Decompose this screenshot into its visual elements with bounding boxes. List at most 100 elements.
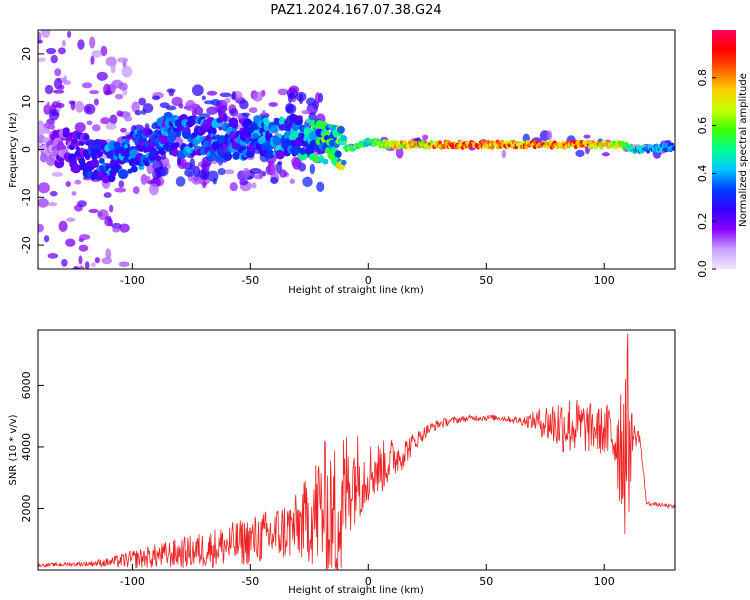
heat-blob-265 <box>249 167 262 175</box>
snr-y-tick-label-4000: 4000 <box>20 433 33 461</box>
heat-blob-98 <box>601 152 610 157</box>
heat-blob-850 <box>235 152 240 158</box>
snr-line <box>38 333 675 570</box>
heat-blob-242 <box>108 204 114 213</box>
heat-blob-219 <box>145 175 151 183</box>
heat-blob-382 <box>63 80 72 86</box>
heat-blob-421 <box>141 108 147 115</box>
heat-blob-220 <box>58 220 68 232</box>
heat-blob-110 <box>308 112 317 122</box>
heat-blob-506 <box>71 138 78 144</box>
cbar-tick-label-0: 0.0 <box>696 260 709 278</box>
heat-blob-96 <box>175 176 186 187</box>
heat-blob-311 <box>51 171 63 177</box>
heat-blob-630 <box>130 165 138 173</box>
heat-blob-203 <box>251 182 257 189</box>
heat-blob-1506 <box>646 149 651 154</box>
x-tick-label--100: -100 <box>120 274 145 287</box>
heat-blob-329 <box>277 88 289 96</box>
heat-blob-177 <box>112 227 121 233</box>
heat-blob-210 <box>118 180 125 188</box>
heat-blob-196 <box>189 157 196 170</box>
heat-blob-306 <box>52 89 65 94</box>
snr-frame <box>37 329 676 571</box>
heat-blob-982 <box>297 119 303 125</box>
cbar-tick-label-0.4: 0.4 <box>696 165 709 183</box>
heat-blob-346 <box>54 68 62 77</box>
heat-blob-150 <box>222 114 228 123</box>
heat-blob-159 <box>91 262 96 268</box>
heat-blob-812 <box>216 117 222 124</box>
heat-blob-359 <box>210 98 221 106</box>
heat-blob-546 <box>91 153 98 161</box>
heat-blob-292 <box>65 180 71 188</box>
heat-blob-532 <box>84 154 91 160</box>
snr-x-tick-label-0: 0 <box>365 575 372 588</box>
heat-blob-447 <box>45 128 51 134</box>
heat-blob-378 <box>131 101 140 113</box>
heat-blob-981 <box>297 115 303 122</box>
heat-blob-1305 <box>504 140 509 145</box>
heat-blob-614 <box>123 144 128 149</box>
heat-blob-137 <box>168 89 175 97</box>
heat-blob-413 <box>184 167 195 178</box>
heat-blob-940 <box>275 149 285 160</box>
heat-blob-233 <box>38 39 44 44</box>
heat-blob-1069 <box>336 125 345 134</box>
heat-blob-81 <box>109 114 118 125</box>
heat-blob-39 <box>194 106 204 116</box>
heat-blob-1211 <box>438 140 443 145</box>
y-tick-label--10: -10 <box>20 188 33 206</box>
heat-blob-190 <box>78 244 89 252</box>
heat-blob-683 <box>155 155 162 162</box>
snr-ylabel: SNR (10 * v/v) <box>8 414 19 485</box>
heat-blob-411 <box>100 117 111 125</box>
heat-blob-1162 <box>402 140 407 145</box>
heat-blob-9 <box>47 202 58 207</box>
heat-blob-185 <box>91 124 101 132</box>
heat-blob-87 <box>138 97 147 106</box>
heat-blob-78 <box>140 173 148 186</box>
heat-blob-347 <box>268 102 278 107</box>
heat-blob-274 <box>38 223 44 233</box>
heat-blob-1074 <box>341 159 347 166</box>
snr-x-tick-label-100: 100 <box>594 575 615 588</box>
heat-blob-281 <box>105 248 112 260</box>
heat-blob-37 <box>132 186 140 195</box>
heat-blob-878 <box>246 149 255 159</box>
heat-blob-83 <box>41 30 51 38</box>
heat-blob-49 <box>277 160 283 166</box>
heat-blob-488 <box>62 128 70 136</box>
heat-blob-339 <box>117 57 129 63</box>
heat-blob-246 <box>67 30 72 38</box>
heat-blob-109 <box>501 149 507 159</box>
spectrogram-heatmap <box>38 30 675 269</box>
snr-series-line <box>38 333 675 570</box>
heat-blob-256 <box>65 238 76 247</box>
snr-panel: -100 -50 0 50 100 2000 4000 6000 Height of stra… <box>8 329 676 596</box>
heat-blob-257 <box>146 163 154 175</box>
heat-blob-301 <box>185 99 196 112</box>
heat-blob-408 <box>241 112 251 117</box>
heat-blob-239 <box>111 79 124 89</box>
heat-blob-91 <box>70 101 76 111</box>
colorbar-ticks: 0.0 0.2 0.4 0.6 0.8 <box>696 69 716 278</box>
figure-title: PAZ1.2024.167.07.38.G24 <box>270 3 441 18</box>
heat-blob-399 <box>134 110 142 116</box>
heat-blob-401 <box>156 171 163 179</box>
spectrogram-ylabel: Frequency (Hz) <box>8 112 19 188</box>
heat-blob-371 <box>58 84 65 90</box>
colorbar: 0.0 0.2 0.4 0.6 0.8 Normalized spectral ampl… <box>696 30 749 278</box>
heat-blob-928 <box>270 124 279 134</box>
heat-blob-160 <box>301 110 311 115</box>
heat-blob-720 <box>173 142 180 148</box>
heat-blob-198 <box>77 200 87 208</box>
heat-blob-658 <box>144 161 150 167</box>
heat-blob-254 <box>201 95 206 101</box>
snr-x-tick-label--100: -100 <box>120 575 145 588</box>
heat-blob-86 <box>305 97 316 106</box>
heat-blob-424 <box>151 95 161 101</box>
heat-blob-418 <box>224 97 231 104</box>
